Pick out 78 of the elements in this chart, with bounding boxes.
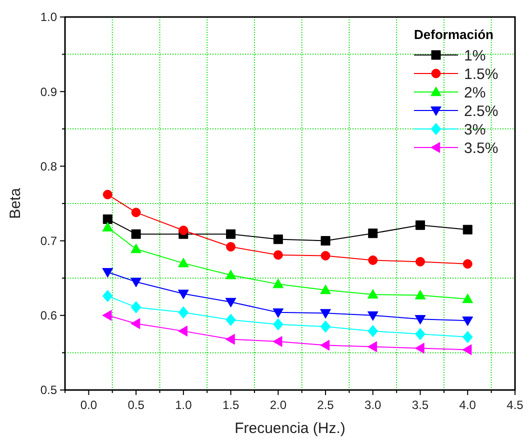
- x-tick-label: 4.0: [459, 398, 476, 412]
- x-tick-label: 2.0: [270, 398, 287, 412]
- legend-label: 1.5%: [464, 66, 498, 83]
- point: [462, 259, 472, 269]
- point: [414, 342, 424, 354]
- point: [368, 324, 378, 338]
- point: [368, 228, 378, 238]
- legend-label: 2%: [464, 84, 486, 102]
- y-tick-label: 0.5: [40, 383, 58, 398]
- point: [131, 208, 141, 218]
- x-tick-label: 0.5: [128, 398, 145, 412]
- point: [226, 314, 236, 326]
- point: [225, 334, 235, 345]
- point: [367, 311, 378, 321]
- point: [102, 290, 113, 302]
- x-axis-title: Frecuencia (Hz.): [234, 420, 346, 437]
- legend-label: 3%: [464, 121, 486, 138]
- x-tick-label: 3.0: [364, 398, 382, 412]
- point: [178, 290, 189, 300]
- point: [273, 250, 283, 260]
- point: [272, 318, 284, 330]
- point: [272, 336, 282, 347]
- point: [226, 229, 236, 239]
- x-tick-label: 4.5: [506, 398, 524, 412]
- point: [462, 316, 474, 326]
- point: [368, 255, 378, 265]
- y-tick-label: 1.0: [40, 10, 58, 24]
- point: [102, 190, 112, 200]
- legend-label: 2.5%: [464, 102, 498, 120]
- point: [320, 320, 331, 333]
- x-tick-label: 3.5: [412, 398, 429, 412]
- point: [416, 220, 426, 230]
- point: [102, 268, 114, 278]
- point: [320, 284, 331, 294]
- point: [320, 250, 330, 260]
- legend-label: 1%: [464, 47, 486, 64]
- point: [178, 326, 188, 336]
- point: [320, 309, 331, 319]
- y-axis-title: Beta: [7, 187, 24, 219]
- y-tick-label: 0.7: [40, 234, 58, 248]
- point: [130, 278, 142, 288]
- point: [462, 224, 472, 234]
- point: [367, 341, 377, 352]
- point: [178, 258, 189, 268]
- point: [102, 222, 114, 232]
- point: [178, 306, 189, 319]
- point: [102, 310, 112, 321]
- legend-title: Deformación: [414, 27, 494, 42]
- point: [272, 278, 284, 288]
- point: [462, 330, 473, 344]
- point: [416, 256, 426, 266]
- point: [414, 315, 426, 325]
- y-tick-label: 0.9: [40, 84, 58, 99]
- x-tick-label: 1.0: [175, 398, 192, 412]
- point: [462, 294, 474, 304]
- point: [414, 290, 426, 300]
- point: [367, 289, 378, 299]
- x-tick-label: 1.5: [222, 398, 240, 412]
- x-tick-label: 0.0: [80, 398, 98, 412]
- legend-label: 3.5%: [464, 140, 498, 157]
- y-tick-label: 0.6: [40, 308, 58, 323]
- point: [102, 214, 112, 224]
- x-tick-label: 2.5: [317, 398, 334, 412]
- point: [320, 340, 330, 351]
- point: [226, 242, 236, 252]
- point: [130, 318, 140, 330]
- point: [178, 226, 188, 236]
- point: [130, 244, 142, 254]
- point: [225, 298, 236, 308]
- y-tick-label: 0.8: [40, 159, 58, 174]
- point: [225, 270, 236, 280]
- point: [130, 301, 142, 314]
- point: [320, 236, 330, 246]
- point: [273, 234, 283, 244]
- point: [415, 328, 426, 340]
- point: [462, 344, 472, 356]
- point: [131, 229, 141, 239]
- point: [272, 308, 284, 318]
